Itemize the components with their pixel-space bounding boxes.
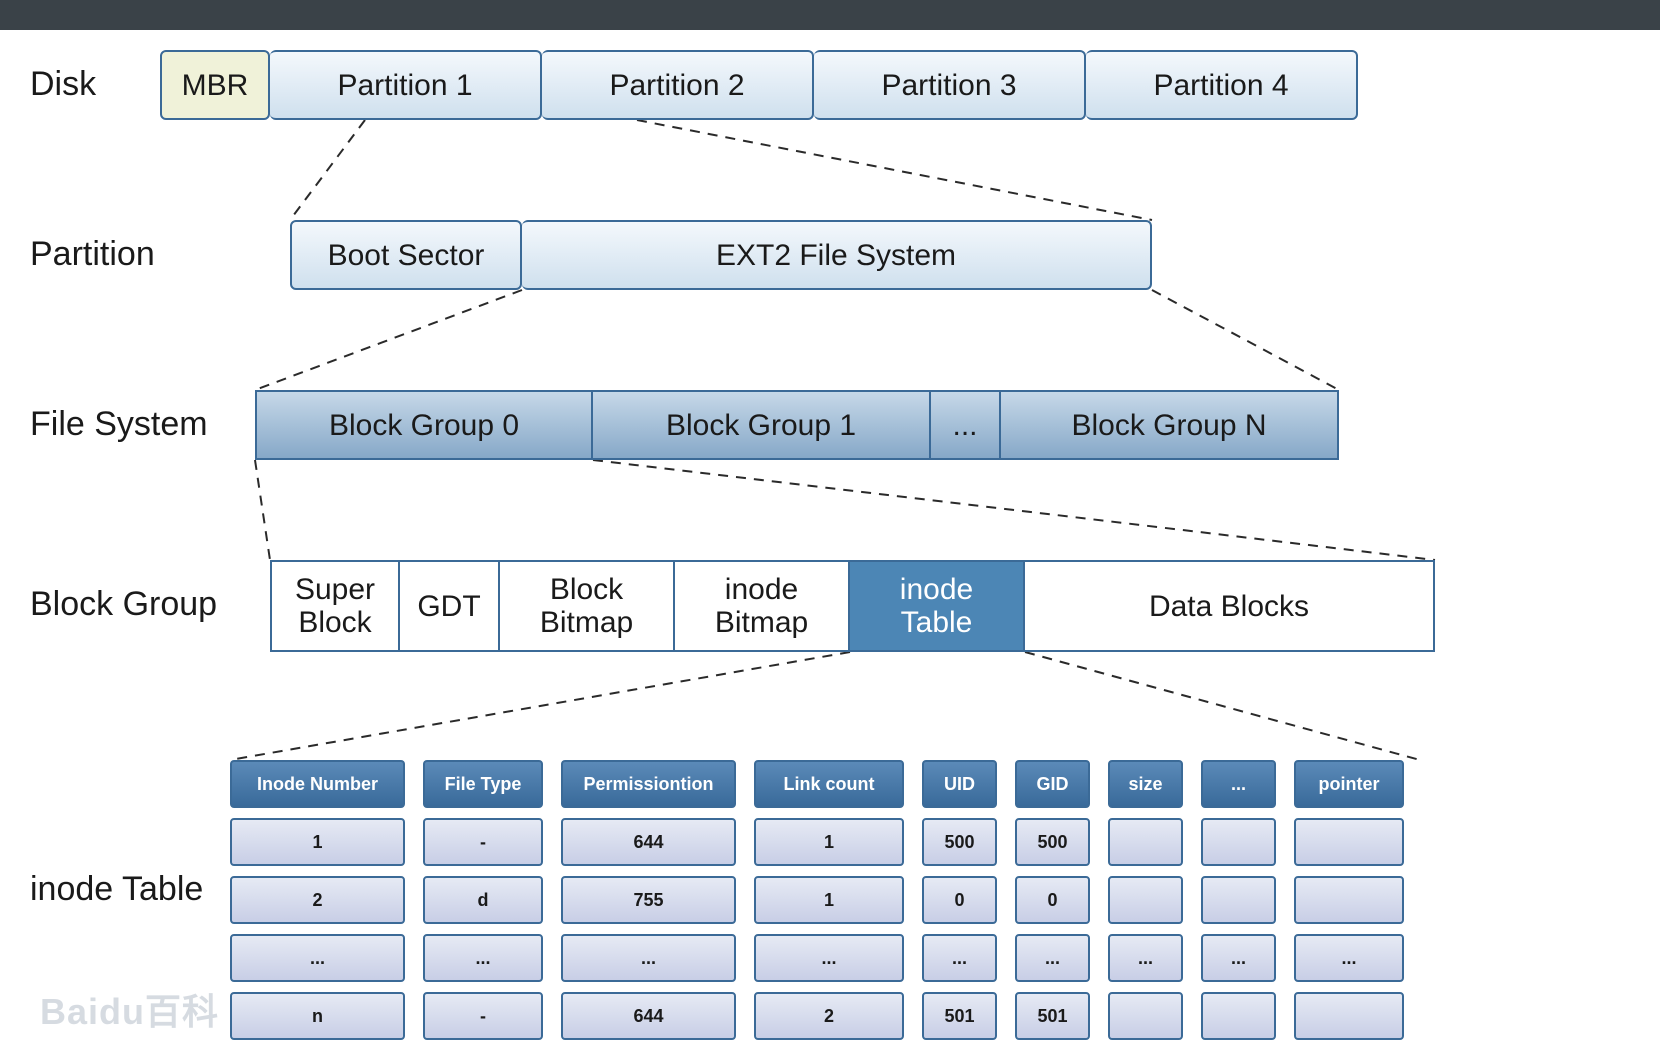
block-cell: MBR	[160, 50, 270, 120]
block-cell: inode Table	[850, 560, 1025, 652]
table-cell: ...	[423, 934, 543, 982]
top-bar	[0, 0, 1660, 30]
block-cell: EXT2 File System	[522, 220, 1152, 290]
table-header-cell: ...	[1201, 760, 1276, 808]
table-cell: 1	[230, 818, 405, 866]
table-cell: ...	[754, 934, 904, 982]
table-cell: -	[423, 992, 543, 1040]
table-row: 2d755100	[230, 876, 1404, 924]
table-header-cell: size	[1108, 760, 1183, 808]
table-cell: 644	[561, 992, 736, 1040]
table-cell: d	[423, 876, 543, 924]
block-cell: inode Bitmap	[675, 560, 850, 652]
table-row: ...........................	[230, 934, 1404, 982]
disk-row: MBRPartition 1Partition 2Partition 3Part…	[160, 50, 1358, 120]
table-cell: 644	[561, 818, 736, 866]
block-cell: Block Bitmap	[500, 560, 675, 652]
block-cell: Block Group 1	[593, 390, 931, 460]
partition-row: Boot SectorEXT2 File System	[290, 220, 1152, 290]
block-cell: Partition 4	[1086, 50, 1358, 120]
block-cell: Partition 1	[270, 50, 542, 120]
table-cell: 1	[754, 876, 904, 924]
table-cell	[1294, 818, 1404, 866]
table-cell	[1201, 876, 1276, 924]
block-cell: Partition 2	[542, 50, 814, 120]
table-cell	[1108, 876, 1183, 924]
table-cell: ...	[1201, 934, 1276, 982]
block-cell: ...	[931, 390, 1001, 460]
label-disk: Disk	[30, 65, 96, 104]
table-header-cell: Permissiontion	[561, 760, 736, 808]
label-partition: Partition	[30, 235, 155, 274]
table-cell: 2	[754, 992, 904, 1040]
table-cell: ...	[1015, 934, 1090, 982]
table-cell: 1	[754, 818, 904, 866]
table-cell	[1201, 818, 1276, 866]
table-row: n-644 2 501 501	[230, 992, 1404, 1040]
label-file-system: File System	[30, 405, 208, 444]
table-cell: ...	[230, 934, 405, 982]
table-cell: 0	[1015, 876, 1090, 924]
table-cell: -	[423, 818, 543, 866]
table-cell: 500	[1015, 818, 1090, 866]
table-cell	[1201, 992, 1276, 1040]
table-cell	[1108, 992, 1183, 1040]
block-cell: GDT	[400, 560, 500, 652]
block-cell: Super Block	[270, 560, 400, 652]
block-cell: Block Group 0	[255, 390, 593, 460]
table-cell: 501	[922, 992, 997, 1040]
table-cell	[1108, 818, 1183, 866]
table-cell: ...	[922, 934, 997, 982]
table-cell: 500	[922, 818, 997, 866]
table-header-row: Inode Number File Type Permissiontion Link …	[230, 760, 1404, 808]
table-header-cell: pointer	[1294, 760, 1404, 808]
block-cell: Block Group N	[1001, 390, 1339, 460]
block-group-row: Super BlockGDTBlock Bitmapinode Bitmapin…	[270, 560, 1435, 652]
inode-table: Inode Number File Type Permissiontion Link …	[230, 760, 1404, 1040]
block-cell: Partition 3	[814, 50, 1086, 120]
table-cell: ...	[1108, 934, 1183, 982]
table-cell	[1294, 876, 1404, 924]
block-cell: Data Blocks	[1025, 560, 1435, 652]
table-cell: 2	[230, 876, 405, 924]
watermark: Baidu百科	[40, 983, 219, 1035]
table-header-cell: File Type	[423, 760, 543, 808]
table-cell: ...	[1294, 934, 1404, 982]
table-cell	[1294, 992, 1404, 1040]
table-cell: n	[230, 992, 405, 1040]
table-header-cell: Inode Number	[230, 760, 405, 808]
table-header-cell: Link count	[754, 760, 904, 808]
table-header-cell: UID	[922, 760, 997, 808]
table-cell: 501	[1015, 992, 1090, 1040]
label-block-group: Block Group	[30, 585, 217, 624]
table-cell: 755	[561, 876, 736, 924]
diagram-canvas: Disk Partition File System Block Group i…	[0, 30, 1660, 1053]
file-system-row: Block Group 0Block Group 1...Block Group…	[255, 390, 1339, 460]
table-row: 1-6441500500	[230, 818, 1404, 866]
table-header-cell: GID	[1015, 760, 1090, 808]
label-inode-table: inode Table	[30, 870, 203, 909]
table-cell: 0	[922, 876, 997, 924]
table-cell: ...	[561, 934, 736, 982]
block-cell: Boot Sector	[290, 220, 522, 290]
